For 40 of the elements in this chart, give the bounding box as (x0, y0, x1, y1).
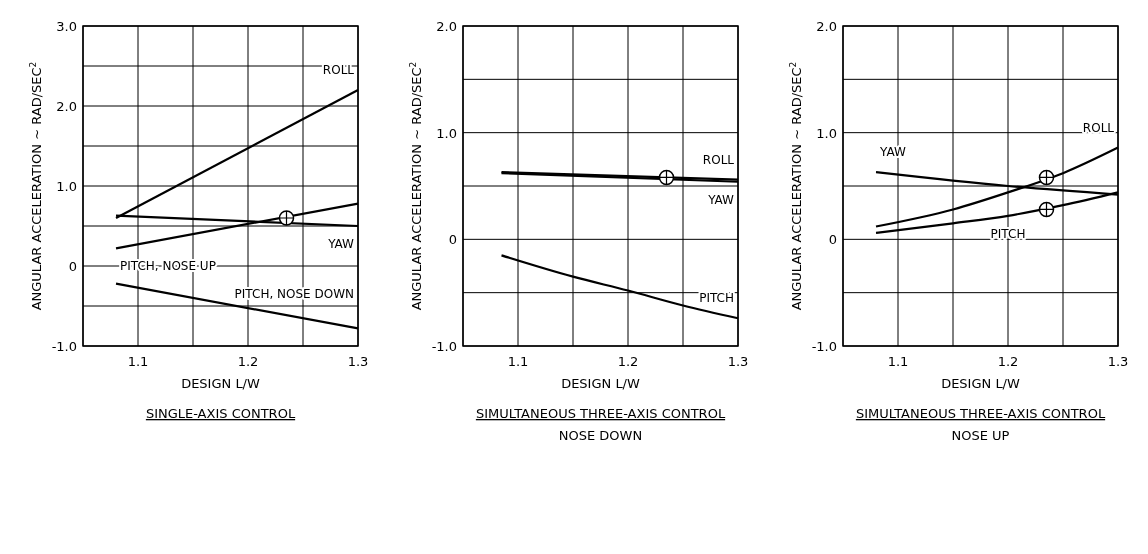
x-axis-title: DESIGN L/W (181, 376, 260, 391)
x-tick-label: 1.3 (347, 354, 369, 369)
y-tick-label: -1.0 (811, 339, 837, 354)
x-tick-label: 1.2 (617, 354, 639, 369)
series-label: ROLL (322, 63, 355, 77)
series-label: YAW (327, 237, 355, 251)
x-tick-label: 1.1 (127, 354, 149, 369)
x-tick-label: 1.1 (887, 354, 909, 369)
series-label: PITCH, NOSE UP (120, 259, 216, 274)
text: NOSE DOWN (558, 428, 643, 443)
text: NOSE UP (951, 428, 1010, 443)
y-tick-label: 0 (448, 232, 457, 248)
series-label: ROLL (702, 152, 735, 167)
y-tick-label: 3.0 (56, 19, 77, 34)
series-label: PITCH, NOSE DOWN (234, 287, 354, 302)
series-label: YAW (879, 145, 906, 160)
y-tick-label: 0 (828, 232, 837, 248)
x-axis-title: DESIGN L/W (561, 376, 640, 391)
x-tick-label: 1.2 (997, 354, 1019, 369)
y-tick-label: 2.0 (56, 99, 77, 114)
x-tick-label: 1.3 (727, 354, 749, 369)
text: SIMULTANEOUS THREE-AXIS CONTROL (475, 406, 726, 421)
y-tick-label: 1.0 (56, 179, 77, 194)
y-tick-label: -1.0 (431, 339, 457, 354)
series-label: PITCH (699, 290, 734, 305)
y-tick-label: 2.0 (816, 19, 837, 34)
series-label: PITCH (990, 226, 1026, 241)
y-tick-label: 2.0 (436, 19, 457, 34)
x-tick-label: 1.1 (507, 354, 529, 369)
text: SINGLE-AXIS CONTROL (145, 406, 296, 421)
y-tick-label: 1.0 (436, 125, 457, 141)
x-tick-label: 1.2 (237, 354, 259, 369)
y-tick-label: -1.0 (51, 339, 77, 354)
series-label: ROLL (1082, 120, 1115, 135)
x-axis-title: DESIGN L/W (941, 376, 1020, 391)
series-label: YAW (707, 192, 735, 207)
y-tick-label: 0 (68, 259, 77, 274)
y-tick-label: 1.0 (816, 125, 837, 141)
x-tick-label: 1.3 (1107, 354, 1129, 369)
text: SIMULTANEOUS THREE-AXIS CONTROL (855, 406, 1106, 421)
